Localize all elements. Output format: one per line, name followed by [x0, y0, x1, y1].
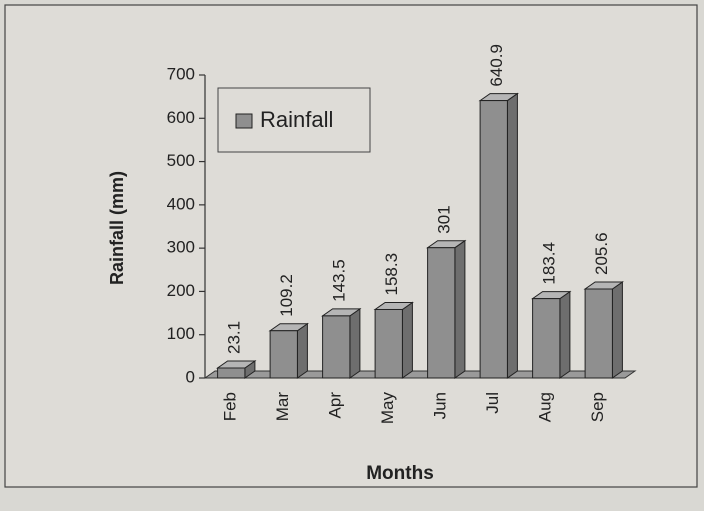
- value-label: 23.1: [225, 321, 244, 354]
- value-label: 205.6: [592, 232, 611, 275]
- y-axis-label: Rainfall (mm): [107, 171, 127, 285]
- bar-side: [611, 281, 623, 379]
- floor: [203, 370, 637, 379]
- y-tick-label: 200: [167, 281, 195, 300]
- chart-frame: [4, 4, 698, 488]
- bar: [217, 367, 246, 379]
- x-tick-label: Mar: [273, 392, 292, 422]
- bar-side: [401, 301, 413, 379]
- bar: [322, 315, 351, 379]
- value-label: 640.9: [487, 44, 506, 87]
- x-tick-label: Jul: [483, 392, 502, 414]
- x-tick-label: Feb: [221, 392, 240, 421]
- bar-side: [506, 92, 518, 379]
- y-tick-label: 100: [167, 324, 195, 343]
- x-tick-label: Aug: [536, 392, 555, 422]
- y-tick-label: 0: [186, 367, 195, 386]
- x-tick-label: Sep: [588, 392, 607, 422]
- legend-label: Rainfall: [260, 107, 333, 132]
- bar: [374, 308, 403, 379]
- bar-side: [559, 290, 571, 379]
- y-tick-label: 500: [167, 151, 195, 170]
- y-tick-label: 700: [167, 64, 195, 83]
- x-tick-label: Jun: [431, 392, 450, 419]
- value-label: 301: [435, 205, 454, 233]
- value-label: 109.2: [277, 274, 296, 317]
- value-label: 158.3: [382, 253, 401, 296]
- legend-box: [217, 87, 371, 153]
- y-tick-label: 400: [167, 194, 195, 213]
- value-label: 143.5: [330, 259, 349, 302]
- value-label: 183.4: [540, 242, 559, 285]
- bar: [479, 100, 508, 379]
- y-tick-label: 600: [167, 108, 195, 127]
- bar: [269, 330, 298, 379]
- bar: [532, 298, 561, 379]
- x-tick-label: Apr: [326, 392, 345, 419]
- bar-side: [296, 322, 308, 379]
- bar: [584, 288, 613, 379]
- bar-side: [349, 307, 361, 379]
- x-tick-label: May: [378, 392, 397, 425]
- bar: [427, 247, 456, 379]
- legend-swatch: [235, 113, 253, 129]
- y-tick-label: 300: [167, 238, 195, 257]
- bar-side: [454, 239, 466, 379]
- x-axis-label: Months: [366, 463, 434, 484]
